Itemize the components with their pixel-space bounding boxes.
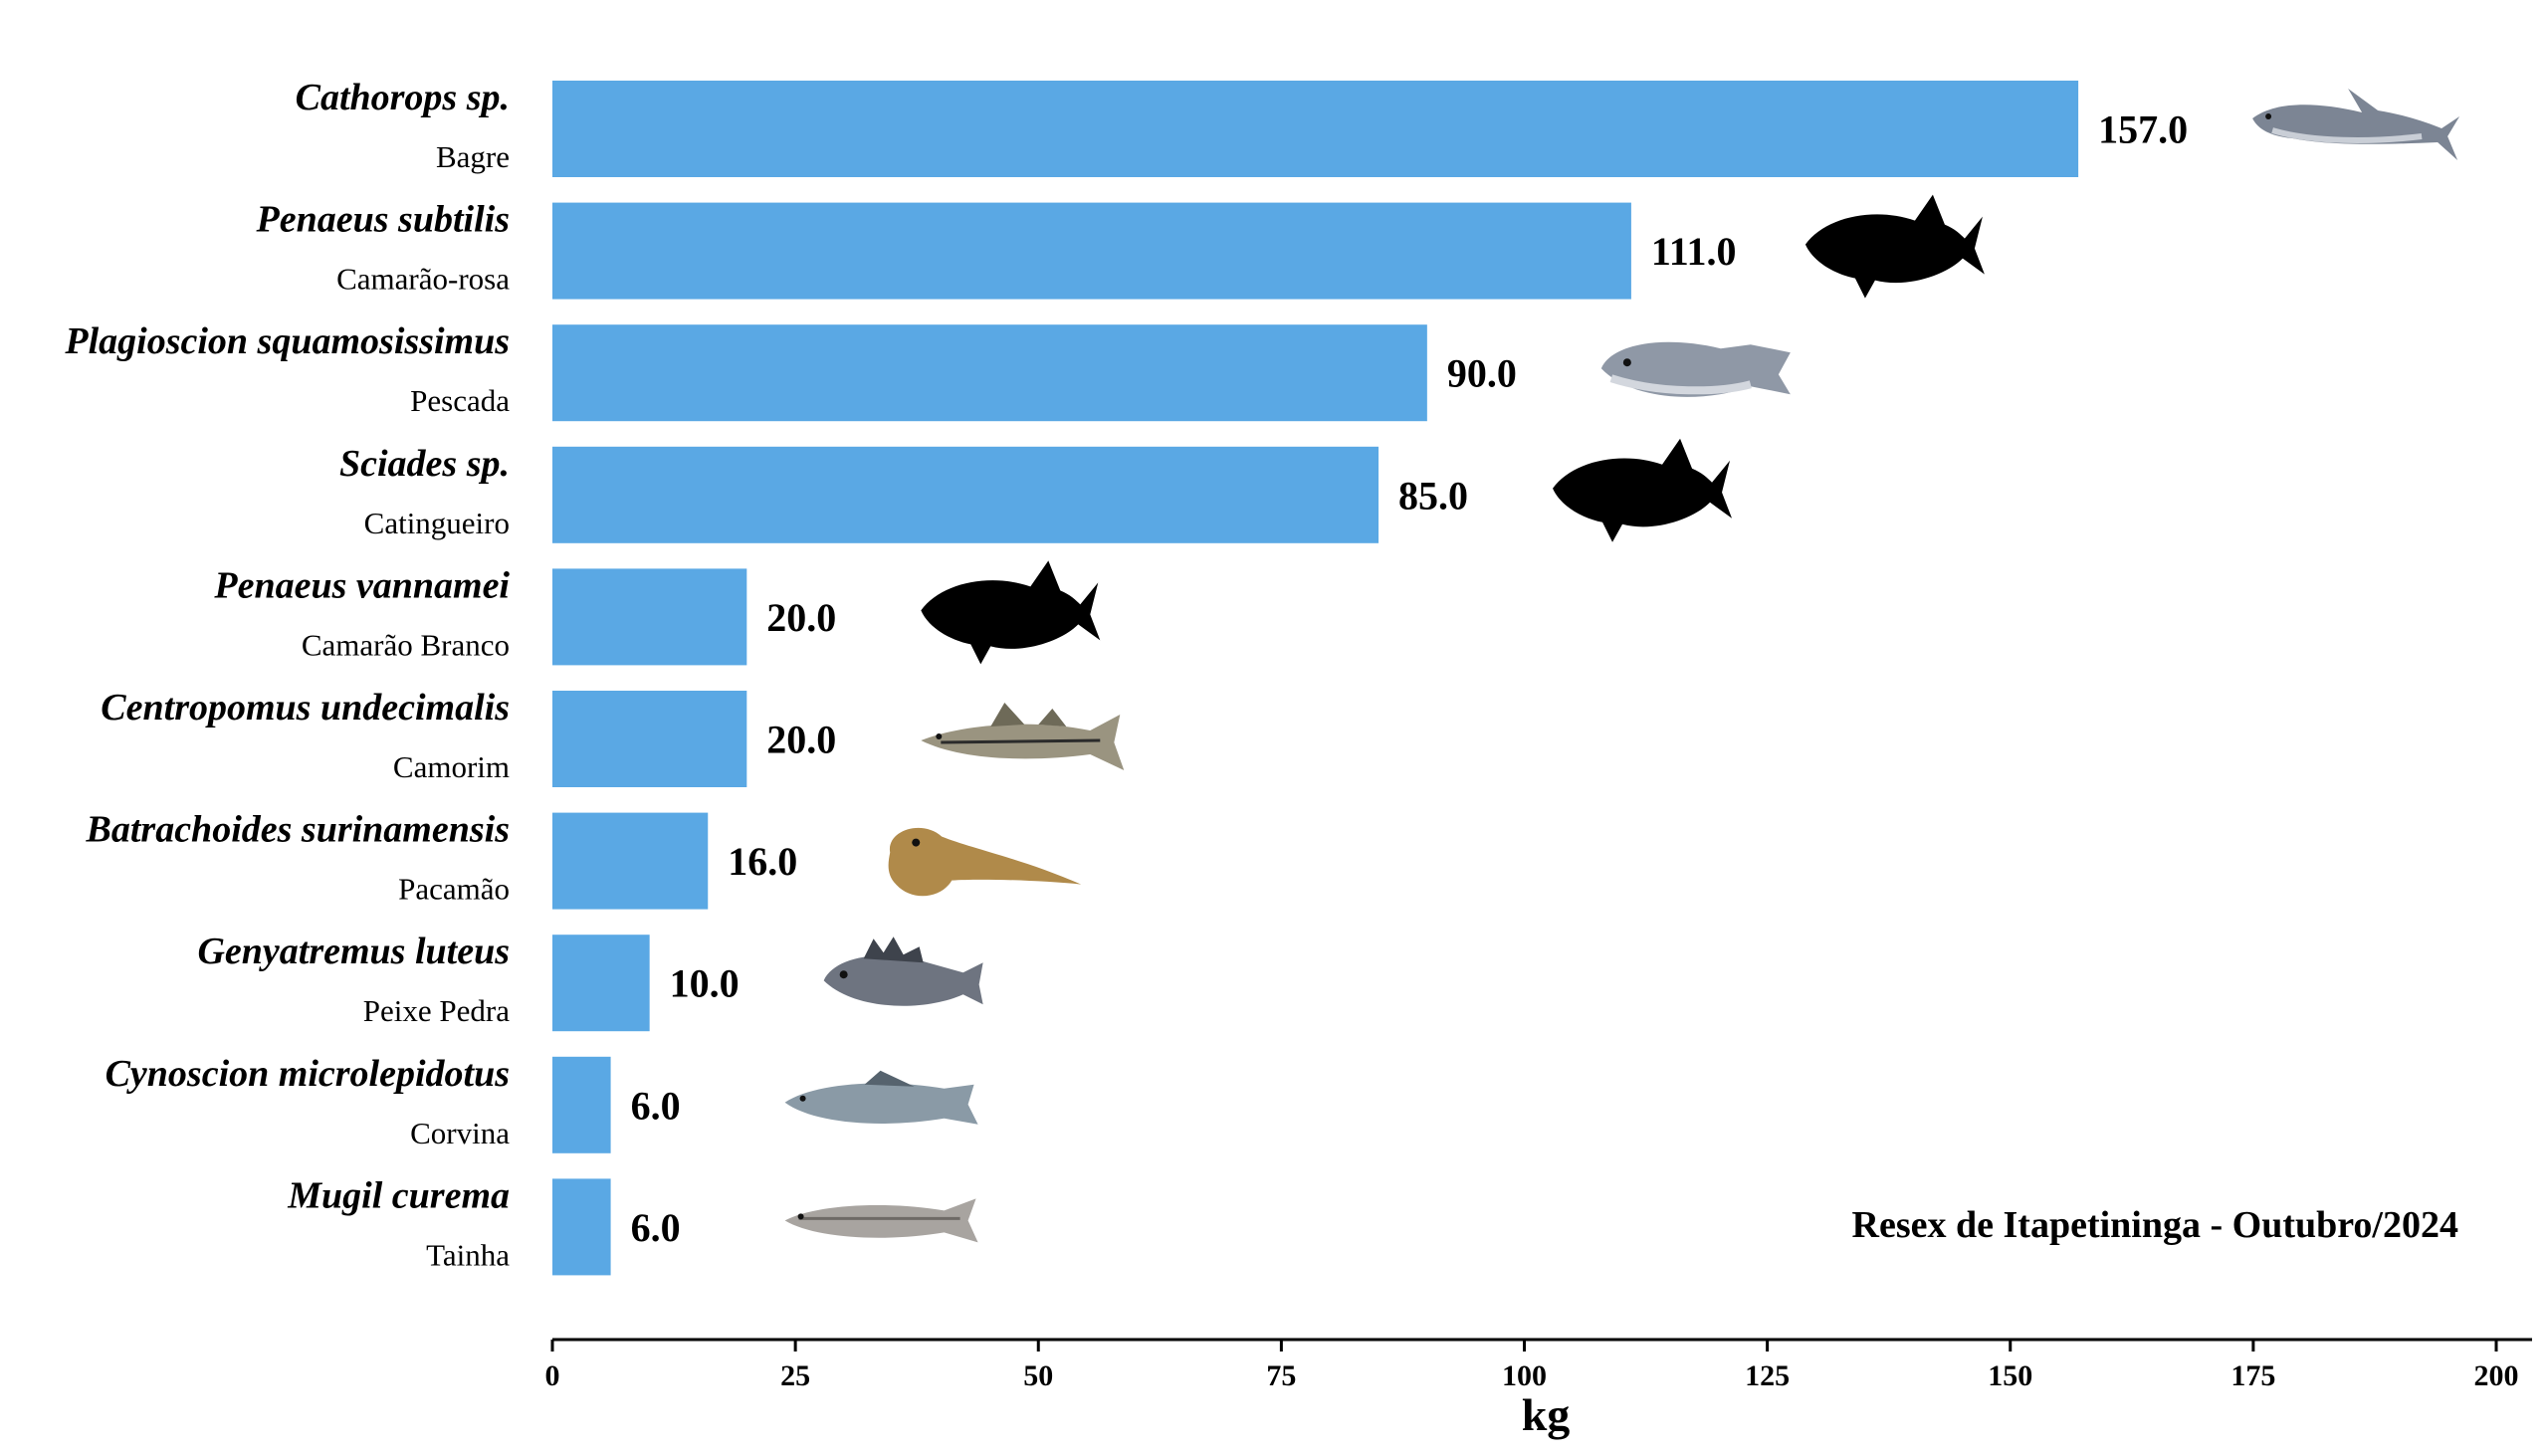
scientific-name-label: Mugil curema bbox=[287, 1174, 510, 1216]
catfish-icon bbox=[2252, 89, 2460, 160]
bar-value-label: 6.0 bbox=[631, 1205, 681, 1250]
bar-value-label: 6.0 bbox=[631, 1083, 681, 1128]
bar-value-label: 16.0 bbox=[728, 839, 797, 884]
scientific-name-label: Cathorops sp. bbox=[296, 77, 510, 118]
bar-value-label: 157.0 bbox=[2098, 107, 2188, 152]
scientific-name-label: Centropomus undecimalis bbox=[101, 687, 510, 728]
scientific-name-label: Batrachoides surinamensis bbox=[86, 809, 511, 851]
x-tick-label: 100 bbox=[1502, 1359, 1547, 1392]
common-name-label: Camarão-rosa bbox=[336, 262, 510, 297]
weakfish-icon bbox=[784, 1070, 978, 1125]
x-tick-label: 75 bbox=[1266, 1359, 1296, 1392]
mullet-icon bbox=[784, 1198, 978, 1243]
bar bbox=[552, 446, 1380, 543]
bar bbox=[552, 1178, 611, 1276]
common-name-label: Catingueiro bbox=[364, 506, 510, 540]
bar bbox=[552, 935, 650, 1032]
bar-value-label: 85.0 bbox=[1398, 473, 1468, 518]
x-tick-label: 0 bbox=[545, 1359, 560, 1392]
bar bbox=[552, 812, 709, 910]
fish-silhouette-icon bbox=[921, 560, 1101, 665]
scientific-name-label: Plagioscion squamosissimus bbox=[64, 320, 510, 362]
common-name-label: Pescada bbox=[410, 383, 510, 418]
fish-silhouette-icon bbox=[1805, 194, 1985, 299]
toadfish-icon bbox=[888, 827, 1082, 897]
bar-value-label: 20.0 bbox=[766, 595, 836, 640]
croaker-icon bbox=[1600, 341, 1791, 397]
x-tick-label: 200 bbox=[2474, 1359, 2519, 1392]
x-tick-label: 150 bbox=[1988, 1359, 2032, 1392]
scientific-name-label: Penaeus vannamei bbox=[213, 564, 510, 606]
scientific-name-label: Cynoscion microlepidotus bbox=[106, 1053, 510, 1095]
x-tick-label: 25 bbox=[780, 1359, 810, 1392]
scientific-name-label: Genyatremus luteus bbox=[197, 931, 510, 972]
bar-value-label: 20.0 bbox=[766, 718, 836, 762]
common-name-label: Bagre bbox=[436, 139, 510, 174]
x-axis: 0 25 50 75 100 125 150 175 200 bbox=[545, 1338, 2532, 1392]
common-name-label: Peixe Pedra bbox=[363, 993, 510, 1028]
common-name-label: Corvina bbox=[410, 1116, 510, 1150]
bar-value-label: 90.0 bbox=[1447, 351, 1517, 396]
bar bbox=[552, 81, 2079, 177]
value-labels-group: 157.0 111.0 90.0 85.0 20.0 20.0 16.0 10.0 6.0 6.0 bbox=[631, 107, 2189, 1250]
chart-annotation: Resex de Itapetininga - Outubro/2024 bbox=[1852, 1204, 2458, 1246]
bar-value-label: 111.0 bbox=[1651, 229, 1737, 274]
bars-group bbox=[552, 81, 2079, 1276]
common-name-label: Camarão Branco bbox=[302, 627, 510, 662]
grunt-icon bbox=[823, 936, 983, 1006]
scientific-name-label: Penaeus subtilis bbox=[256, 199, 510, 241]
common-name-label: Camorim bbox=[393, 749, 510, 784]
x-tick-label: 125 bbox=[1745, 1359, 1790, 1392]
scientific-name-label: Sciades sp. bbox=[339, 443, 510, 485]
x-axis-label: kg bbox=[1522, 1389, 1571, 1440]
x-tick-label: 50 bbox=[1023, 1359, 1053, 1392]
bar bbox=[552, 691, 747, 787]
fish-silhouette-icon bbox=[1553, 438, 1733, 542]
bar bbox=[552, 202, 1631, 300]
bar bbox=[552, 324, 1427, 422]
category-labels-group: Cathorops sp. Bagre Penaeus subtilis Camarã… bbox=[64, 77, 510, 1272]
fish-icons-group bbox=[784, 89, 2460, 1243]
snook-icon bbox=[921, 703, 1125, 770]
bar bbox=[552, 1056, 611, 1153]
bar-value-label: 10.0 bbox=[670, 961, 740, 1006]
common-name-label: Tainha bbox=[426, 1237, 510, 1272]
bar bbox=[552, 568, 747, 666]
common-name-label: Pacamão bbox=[398, 872, 510, 907]
x-tick-label: 175 bbox=[2230, 1359, 2275, 1392]
